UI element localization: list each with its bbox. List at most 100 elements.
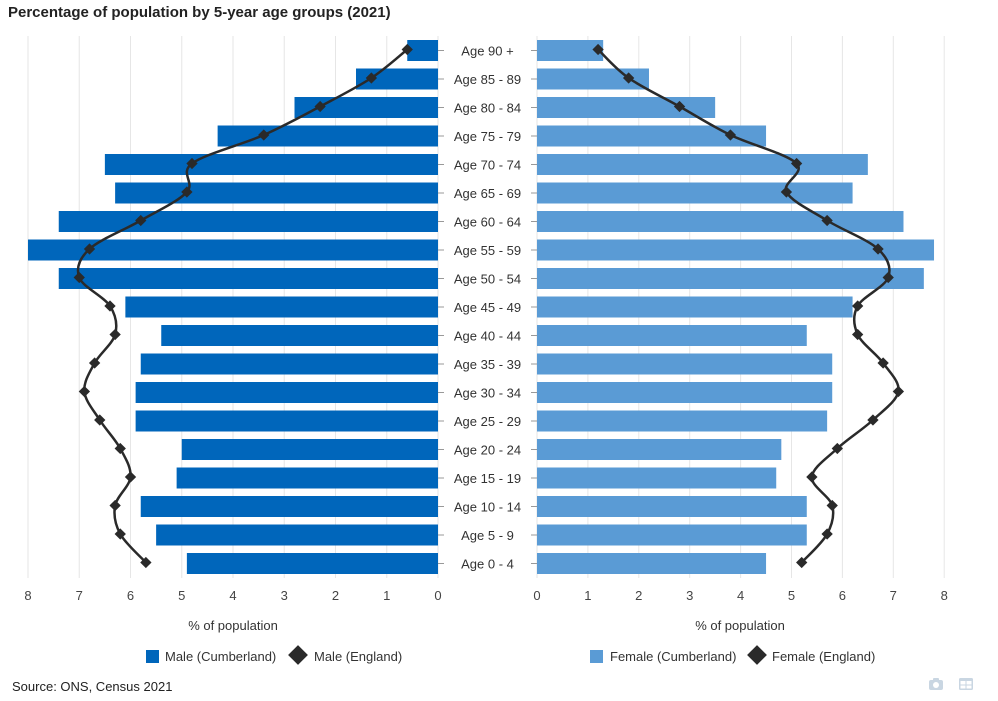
bar-female-cumberland[interactable] bbox=[537, 154, 868, 175]
legend-label-male-cumberland: Male (Cumberland) bbox=[165, 649, 276, 664]
marker-male-england[interactable] bbox=[114, 442, 126, 455]
bar-male-cumberland[interactable] bbox=[407, 40, 438, 61]
age-group-label: Age 10 - 14 bbox=[454, 500, 521, 515]
bar-male-cumberland[interactable] bbox=[140, 353, 438, 375]
bar-male-cumberland[interactable] bbox=[135, 410, 438, 432]
age-group-label: Age 45 - 49 bbox=[454, 300, 521, 315]
bar-female-cumberland[interactable] bbox=[537, 353, 833, 375]
left-tick-label: 6 bbox=[127, 588, 134, 603]
age-group-label: Age 50 - 54 bbox=[454, 272, 521, 287]
marker-male-england[interactable] bbox=[140, 556, 152, 569]
bar-male-cumberland[interactable] bbox=[140, 496, 438, 517]
bar-male-cumberland[interactable] bbox=[104, 154, 438, 175]
marker-female-england[interactable] bbox=[821, 214, 833, 227]
bar-female-cumberland[interactable] bbox=[537, 553, 767, 574]
bar-female-cumberland[interactable] bbox=[537, 97, 716, 118]
marker-female-england[interactable] bbox=[790, 157, 803, 170]
bar-female-cumberland[interactable] bbox=[537, 239, 935, 261]
age-group-label: Age 5 - 9 bbox=[461, 528, 514, 543]
bar-female-cumberland[interactable] bbox=[537, 325, 807, 346]
marker-female-england[interactable] bbox=[826, 499, 838, 512]
bar-male-cumberland[interactable] bbox=[161, 325, 438, 346]
marker-female-england[interactable] bbox=[780, 186, 793, 198]
bar-male-cumberland[interactable] bbox=[156, 524, 438, 546]
bar-female-cumberland[interactable] bbox=[537, 211, 904, 232]
bar-female-cumberland[interactable] bbox=[537, 182, 853, 204]
marker-female-england[interactable] bbox=[796, 556, 808, 569]
marker-female-england[interactable] bbox=[831, 442, 843, 455]
marker-male-england[interactable] bbox=[109, 499, 121, 512]
age-group-label: Age 65 - 69 bbox=[454, 186, 521, 201]
right-tick-label: 5 bbox=[788, 588, 795, 603]
legend-male-england[interactable]: Male (England) bbox=[288, 645, 402, 665]
legend-female-england[interactable]: Female (England) bbox=[747, 645, 875, 665]
left-tick-label: 0 bbox=[434, 588, 441, 603]
age-group-label: Age 75 - 79 bbox=[454, 129, 521, 144]
bar-female-cumberland[interactable] bbox=[537, 382, 833, 403]
marker-male-england[interactable] bbox=[181, 186, 193, 198]
left-tick-label: 4 bbox=[229, 588, 236, 603]
bar-female-cumberland[interactable] bbox=[537, 410, 828, 432]
marker-female-england[interactable] bbox=[882, 271, 894, 284]
bar-male-cumberland[interactable] bbox=[28, 239, 438, 261]
marker-male-england[interactable] bbox=[258, 129, 270, 141]
marker-female-england[interactable] bbox=[724, 129, 737, 141]
age-group-label: Age 20 - 24 bbox=[454, 443, 521, 458]
legend-female-cumberland[interactable]: Female (Cumberland) bbox=[590, 649, 736, 664]
marker-female-england[interactable] bbox=[867, 414, 879, 426]
bar-male-cumberland[interactable] bbox=[58, 268, 438, 289]
bar-male-cumberland[interactable] bbox=[181, 439, 438, 460]
axis-ticks: 8 7 6 5 4 3 2 1 0 0 1 2 3 4 5 6 7 8 bbox=[24, 588, 947, 603]
table-icon[interactable] bbox=[958, 676, 974, 692]
right-tick-label: 2 bbox=[635, 588, 642, 603]
marker-male-england[interactable] bbox=[109, 328, 121, 341]
bar-male-cumberland[interactable] bbox=[186, 553, 438, 574]
marker-female-england[interactable] bbox=[821, 528, 833, 540]
marker-female-england[interactable] bbox=[877, 357, 889, 369]
bar-male-cumberland[interactable] bbox=[125, 296, 438, 318]
marker-male-england[interactable] bbox=[135, 214, 147, 227]
bar-female-cumberland[interactable] bbox=[537, 296, 853, 318]
bar-female-cumberland[interactable] bbox=[537, 40, 604, 61]
bar-female-cumberland[interactable] bbox=[537, 68, 649, 90]
marker-male-england[interactable] bbox=[186, 157, 198, 170]
bar-female-cumberland[interactable] bbox=[537, 524, 807, 546]
bar-male-cumberland[interactable] bbox=[58, 211, 438, 232]
right-axis-label: % of population bbox=[695, 618, 785, 633]
legend-diamond-male-england bbox=[288, 645, 308, 665]
left-tick-label: 5 bbox=[178, 588, 185, 603]
marker-female-england[interactable] bbox=[892, 385, 905, 398]
marker-female-england[interactable] bbox=[872, 243, 884, 255]
chart-title: Percentage of population by 5-year age g… bbox=[8, 4, 391, 21]
age-group-label: Age 30 - 34 bbox=[454, 386, 521, 401]
marker-female-england[interactable] bbox=[852, 328, 864, 341]
marker-male-england[interactable] bbox=[78, 385, 91, 398]
age-group-label: Age 40 - 44 bbox=[454, 329, 521, 344]
source-note: Source: ONS, Census 2021 bbox=[12, 679, 173, 694]
bar-female-cumberland[interactable] bbox=[537, 125, 767, 147]
category-labels: Age 90 + Age 85 - 89 Age 80 - 84 Age 75 - 7… bbox=[438, 44, 537, 572]
marker-female-england[interactable] bbox=[852, 300, 864, 312]
right-tick-label: 8 bbox=[941, 588, 948, 603]
marker-male-england[interactable] bbox=[401, 43, 413, 56]
bar-male-cumberland[interactable] bbox=[135, 382, 438, 403]
bars bbox=[28, 40, 935, 574]
age-group-label: Age 60 - 64 bbox=[454, 215, 521, 230]
legend-swatch-male-cumberland bbox=[146, 650, 159, 663]
bar-female-cumberland[interactable] bbox=[537, 496, 807, 517]
marker-female-england[interactable] bbox=[592, 43, 604, 56]
right-tick-label: 3 bbox=[686, 588, 693, 603]
bar-male-cumberland[interactable] bbox=[217, 125, 438, 147]
marker-female-england[interactable] bbox=[806, 471, 818, 483]
marker-male-england[interactable] bbox=[124, 471, 137, 483]
bar-male-cumberland[interactable] bbox=[176, 467, 438, 489]
bar-female-cumberland[interactable] bbox=[537, 268, 924, 289]
bar-female-cumberland[interactable] bbox=[537, 467, 777, 489]
left-tick-label: 2 bbox=[332, 588, 339, 603]
camera-icon[interactable] bbox=[928, 676, 944, 692]
left-tick-label: 7 bbox=[76, 588, 83, 603]
legend-male-cumberland[interactable]: Male (Cumberland) bbox=[146, 649, 276, 664]
bar-female-cumberland[interactable] bbox=[537, 439, 782, 460]
bar-male-cumberland[interactable] bbox=[115, 182, 438, 204]
